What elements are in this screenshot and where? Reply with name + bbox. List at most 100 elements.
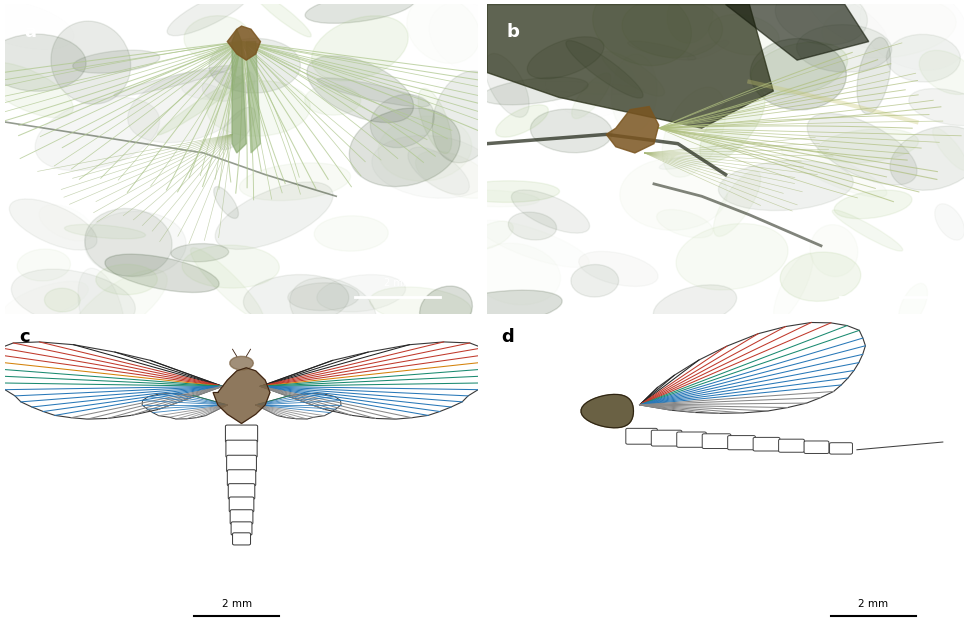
- Polygon shape: [486, 4, 772, 128]
- Ellipse shape: [290, 278, 376, 342]
- Ellipse shape: [796, 25, 891, 72]
- Ellipse shape: [806, 113, 916, 185]
- Ellipse shape: [0, 34, 86, 91]
- Ellipse shape: [378, 116, 471, 181]
- Text: d: d: [501, 328, 514, 346]
- Ellipse shape: [51, 21, 131, 104]
- Polygon shape: [213, 368, 269, 424]
- Ellipse shape: [190, 248, 264, 320]
- Ellipse shape: [779, 252, 860, 301]
- Ellipse shape: [749, 39, 846, 110]
- Ellipse shape: [208, 38, 300, 93]
- FancyBboxPatch shape: [233, 533, 250, 545]
- Ellipse shape: [571, 73, 610, 119]
- Ellipse shape: [157, 72, 250, 135]
- Ellipse shape: [781, 146, 886, 197]
- Ellipse shape: [218, 107, 255, 150]
- Ellipse shape: [718, 160, 853, 210]
- Ellipse shape: [0, 62, 74, 118]
- FancyBboxPatch shape: [226, 440, 257, 458]
- FancyBboxPatch shape: [828, 443, 852, 454]
- FancyBboxPatch shape: [227, 455, 256, 472]
- Ellipse shape: [12, 269, 136, 328]
- Ellipse shape: [707, 15, 778, 55]
- FancyBboxPatch shape: [803, 441, 828, 453]
- Ellipse shape: [908, 89, 969, 126]
- FancyBboxPatch shape: [650, 430, 681, 446]
- Ellipse shape: [206, 81, 310, 136]
- Ellipse shape: [675, 224, 787, 290]
- Ellipse shape: [105, 254, 219, 292]
- Polygon shape: [230, 356, 253, 370]
- Ellipse shape: [64, 224, 145, 239]
- Ellipse shape: [571, 264, 618, 297]
- Polygon shape: [725, 4, 868, 60]
- Ellipse shape: [182, 245, 279, 288]
- Ellipse shape: [243, 275, 349, 325]
- Ellipse shape: [511, 190, 589, 233]
- Text: c: c: [19, 328, 30, 346]
- FancyBboxPatch shape: [227, 470, 256, 486]
- Polygon shape: [232, 29, 246, 153]
- Ellipse shape: [73, 50, 160, 73]
- Polygon shape: [256, 394, 340, 419]
- Ellipse shape: [184, 16, 250, 60]
- Ellipse shape: [508, 212, 556, 240]
- Ellipse shape: [213, 186, 238, 219]
- Ellipse shape: [420, 286, 472, 333]
- Ellipse shape: [167, 0, 250, 36]
- Ellipse shape: [481, 77, 587, 105]
- FancyBboxPatch shape: [225, 425, 258, 443]
- FancyBboxPatch shape: [231, 522, 252, 535]
- Ellipse shape: [621, 0, 722, 58]
- Ellipse shape: [919, 50, 969, 94]
- FancyBboxPatch shape: [229, 497, 254, 512]
- Ellipse shape: [592, 0, 691, 66]
- Ellipse shape: [239, 163, 350, 200]
- Ellipse shape: [113, 65, 234, 96]
- Ellipse shape: [171, 243, 229, 262]
- Ellipse shape: [527, 37, 604, 79]
- Ellipse shape: [370, 94, 434, 148]
- Ellipse shape: [857, 37, 890, 114]
- Text: 2 mm: 2 mm: [383, 278, 412, 288]
- FancyBboxPatch shape: [228, 484, 255, 499]
- Ellipse shape: [656, 210, 712, 238]
- Ellipse shape: [833, 190, 911, 219]
- Ellipse shape: [288, 283, 359, 311]
- Polygon shape: [142, 394, 227, 419]
- Ellipse shape: [700, 89, 765, 162]
- Ellipse shape: [713, 171, 760, 236]
- Ellipse shape: [831, 210, 902, 251]
- Ellipse shape: [215, 182, 332, 249]
- Ellipse shape: [314, 216, 388, 251]
- Ellipse shape: [311, 16, 408, 81]
- Polygon shape: [580, 394, 633, 428]
- FancyBboxPatch shape: [676, 432, 705, 447]
- Ellipse shape: [931, 128, 967, 171]
- Text: 2 mm: 2 mm: [868, 278, 896, 288]
- Ellipse shape: [565, 41, 642, 98]
- Ellipse shape: [17, 249, 71, 281]
- Ellipse shape: [774, 0, 866, 45]
- Ellipse shape: [369, 287, 471, 324]
- Text: 2 mm: 2 mm: [858, 599, 888, 609]
- Ellipse shape: [432, 71, 500, 163]
- Polygon shape: [261, 342, 492, 419]
- Text: a: a: [24, 23, 36, 41]
- FancyBboxPatch shape: [752, 437, 779, 451]
- Ellipse shape: [317, 78, 429, 107]
- Ellipse shape: [128, 70, 249, 143]
- Polygon shape: [246, 42, 261, 153]
- Ellipse shape: [455, 181, 559, 202]
- Ellipse shape: [45, 288, 80, 312]
- Polygon shape: [606, 107, 658, 153]
- Ellipse shape: [530, 109, 611, 153]
- Ellipse shape: [428, 290, 562, 328]
- FancyBboxPatch shape: [702, 434, 730, 448]
- FancyBboxPatch shape: [727, 436, 755, 450]
- FancyBboxPatch shape: [625, 429, 657, 444]
- Polygon shape: [227, 26, 261, 60]
- Ellipse shape: [886, 34, 959, 82]
- Ellipse shape: [418, 88, 452, 153]
